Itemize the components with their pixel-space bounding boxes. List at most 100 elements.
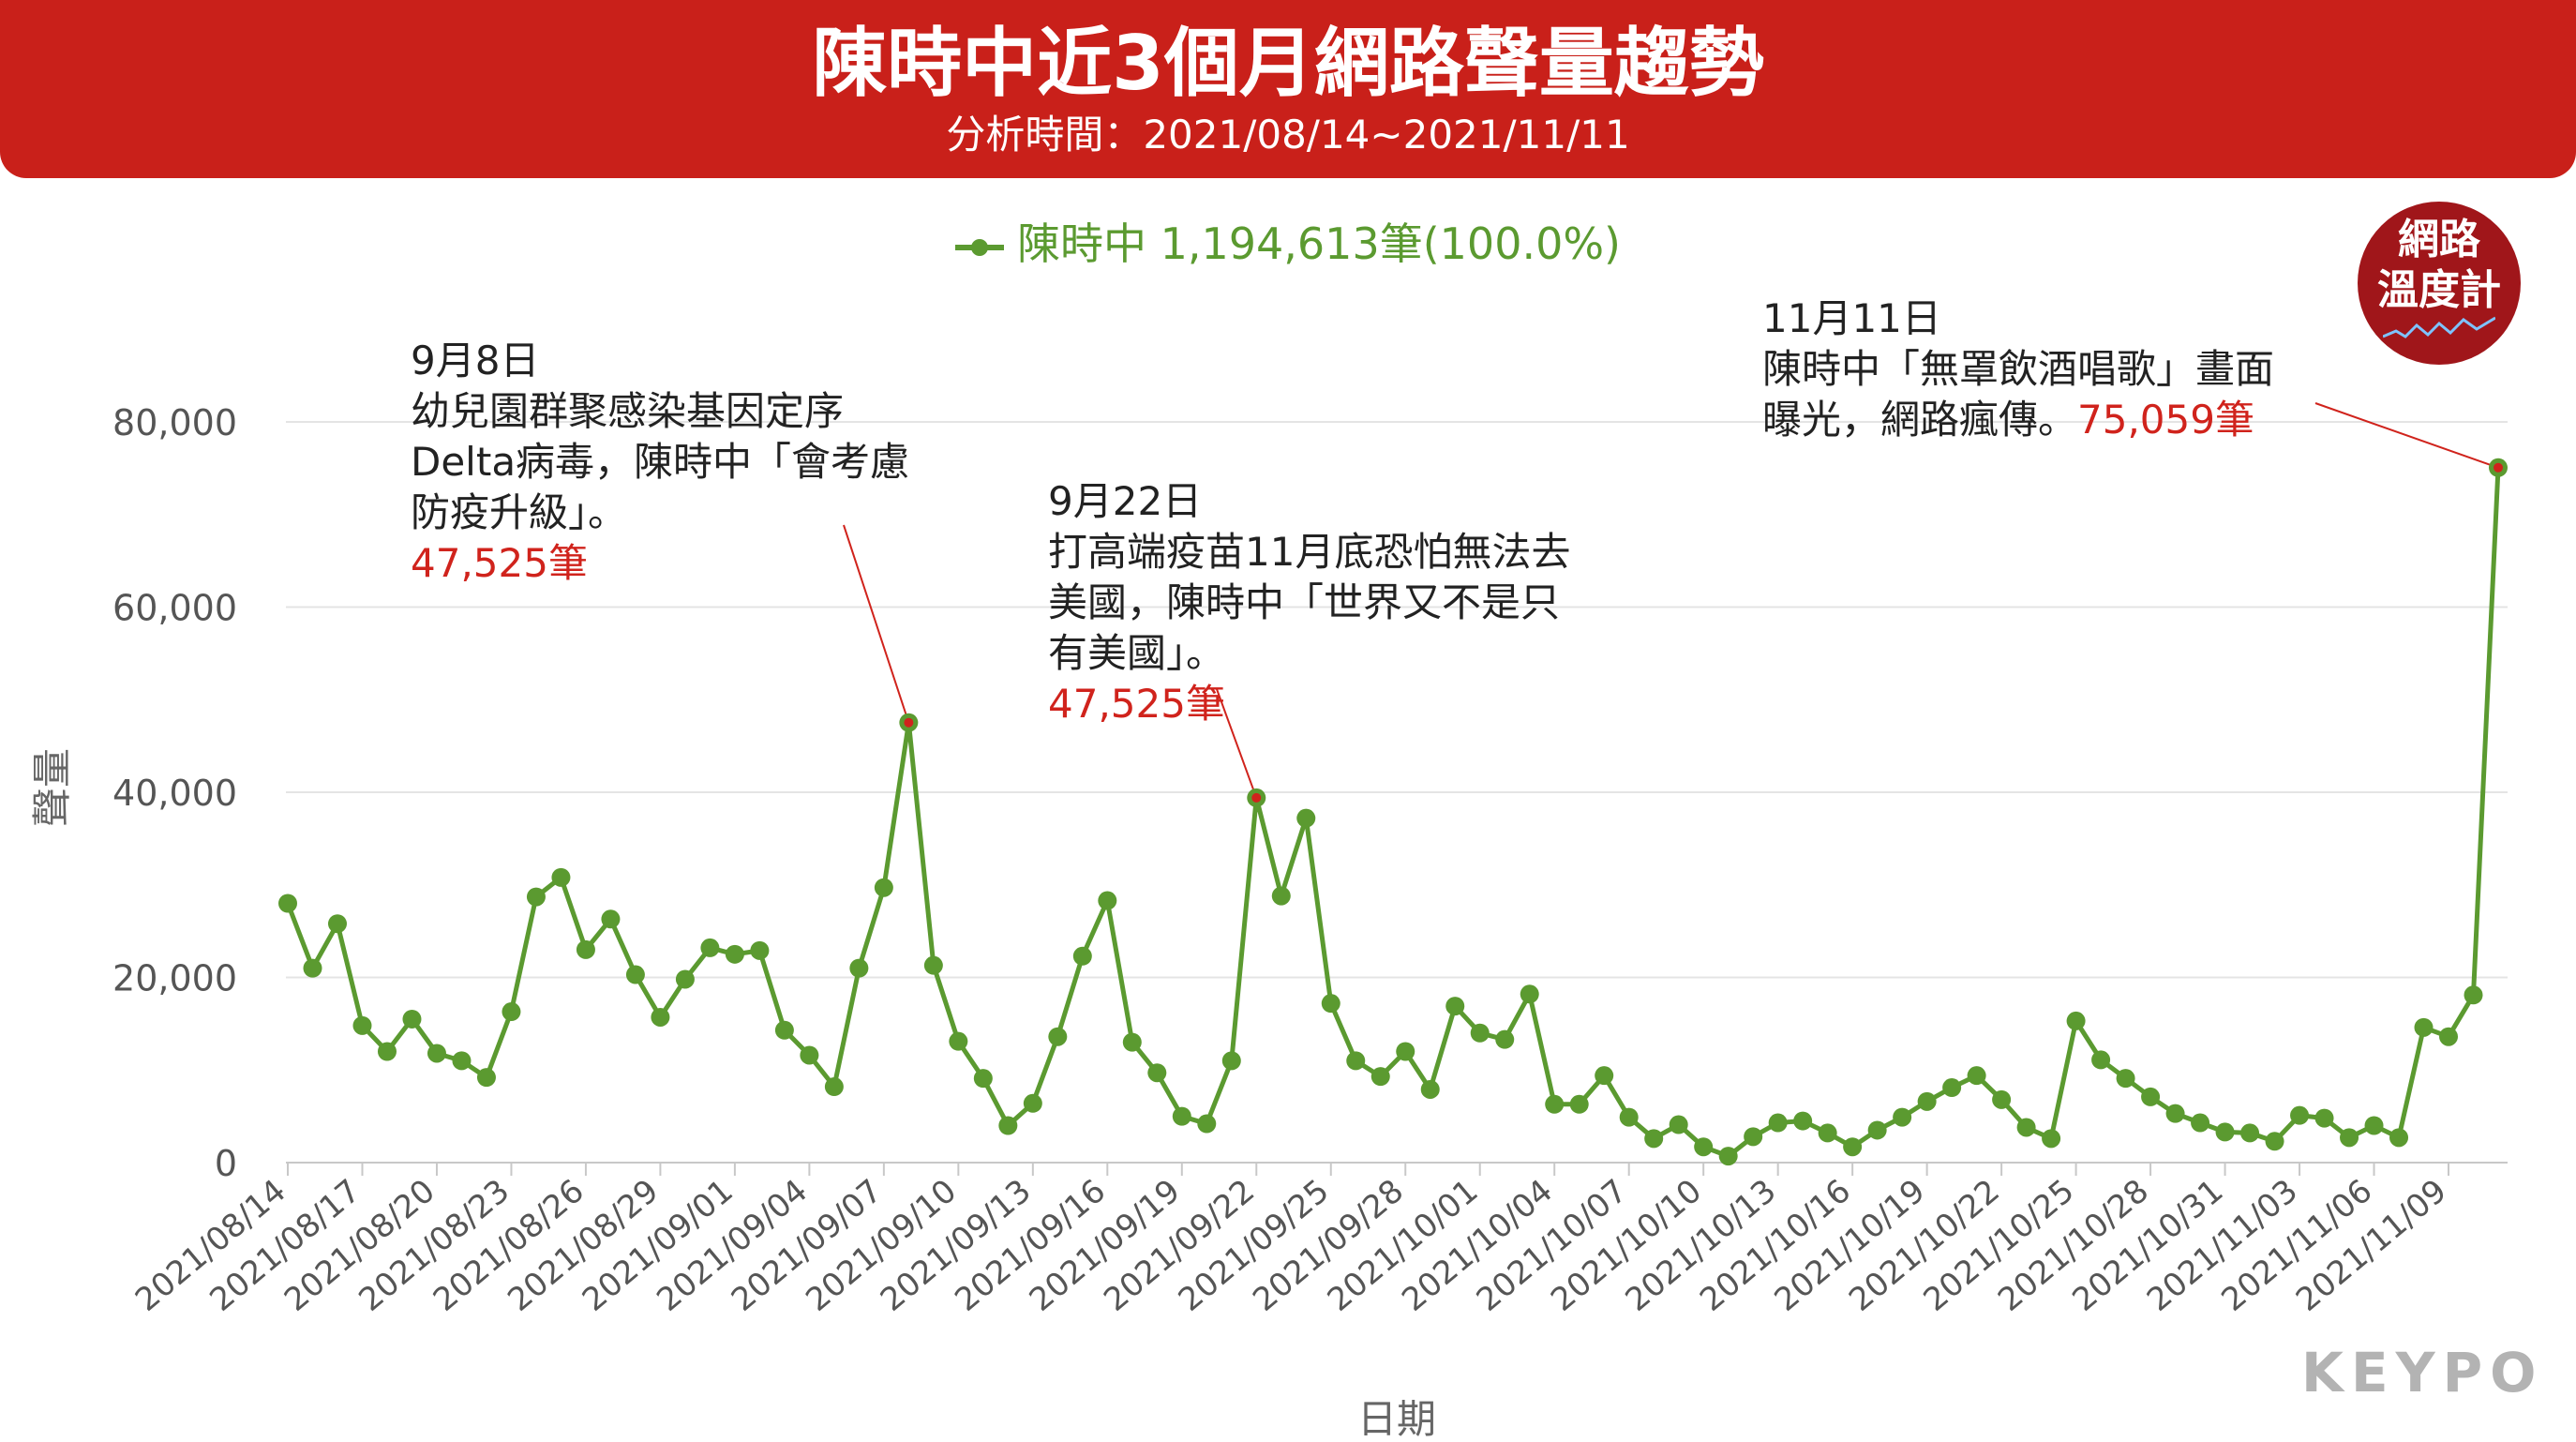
data-point bbox=[1420, 1079, 1440, 1099]
analysis-period: 分析時間：2021/08/14~2021/11/11 bbox=[946, 112, 1630, 158]
data-point bbox=[601, 909, 621, 929]
data-point bbox=[2290, 1105, 2310, 1125]
data-point bbox=[750, 940, 770, 960]
data-point bbox=[2042, 1129, 2061, 1149]
data-point bbox=[1321, 994, 1340, 1014]
data-point bbox=[2141, 1087, 2161, 1106]
data-point bbox=[1694, 1137, 1714, 1157]
data-point bbox=[1271, 886, 1291, 906]
data-point bbox=[2215, 1122, 2235, 1142]
data-point bbox=[1445, 997, 1465, 1016]
annotation-line: 幼兒園群聚感染基因定序 bbox=[411, 388, 845, 434]
data-point bbox=[1595, 1066, 1614, 1086]
data-point bbox=[1768, 1113, 1788, 1133]
data-point bbox=[352, 1015, 372, 1035]
data-point bbox=[2240, 1123, 2260, 1143]
annotation-sep-22: 9月22日 打高端疫苗11月底恐怕無法去 美國，陳時中「世界又不是只 有美國」。… bbox=[1048, 476, 1570, 729]
data-point bbox=[1942, 1078, 1962, 1098]
data-point bbox=[402, 1009, 422, 1029]
annotation-line: 美國，陳時中「世界又不是只 bbox=[1048, 579, 1561, 625]
data-point bbox=[1172, 1106, 1191, 1126]
data-point bbox=[2439, 1027, 2459, 1046]
data-point bbox=[800, 1045, 819, 1065]
data-point bbox=[973, 1069, 993, 1089]
data-point bbox=[1669, 1115, 1688, 1134]
data-point bbox=[1619, 1107, 1639, 1127]
data-point bbox=[2116, 1069, 2135, 1089]
data-point-highlight bbox=[2494, 462, 2503, 473]
data-point bbox=[1793, 1111, 1813, 1131]
y-tick-label: 80,000 bbox=[112, 402, 237, 443]
data-point bbox=[1843, 1137, 1863, 1157]
data-point-highlight bbox=[904, 717, 914, 728]
data-point bbox=[1098, 891, 1117, 910]
pulse-icon bbox=[2382, 316, 2496, 338]
data-point bbox=[1718, 1147, 1738, 1166]
data-point-highlight bbox=[1251, 792, 1262, 803]
data-point bbox=[2389, 1128, 2409, 1148]
annotation-count: 47,525筆 bbox=[1048, 681, 1225, 727]
data-point bbox=[1197, 1114, 1217, 1134]
annotation-count: 47,525筆 bbox=[411, 540, 588, 586]
data-point bbox=[2016, 1118, 2036, 1137]
data-point bbox=[1967, 1066, 1986, 1086]
data-point bbox=[874, 878, 893, 897]
data-point bbox=[1867, 1120, 1887, 1140]
badge-line: 溫度計 bbox=[2377, 266, 2501, 314]
data-point bbox=[327, 914, 347, 934]
data-point bbox=[1520, 984, 1539, 1004]
badge-line: 網路 bbox=[2398, 216, 2480, 263]
data-point bbox=[303, 958, 322, 978]
y-tick-label: 0 bbox=[215, 1143, 237, 1184]
data-point bbox=[526, 887, 546, 907]
annotation-line: Delta病毒，陳時中「會考慮 bbox=[411, 439, 910, 485]
annotation-line: 有美國」。 bbox=[1048, 630, 1226, 676]
data-point bbox=[949, 1031, 968, 1051]
data-point bbox=[1893, 1107, 1912, 1127]
data-point bbox=[476, 1068, 496, 1088]
data-point bbox=[998, 1116, 1018, 1135]
y-tick-label: 40,000 bbox=[112, 773, 237, 814]
chart-legend[interactable]: 陳時中 1,194,613筆(100.0%) bbox=[0, 216, 2576, 272]
y-tick-label: 20,000 bbox=[112, 958, 237, 999]
data-point bbox=[849, 958, 869, 978]
data-point bbox=[2340, 1128, 2359, 1148]
data-point bbox=[1569, 1094, 1589, 1114]
data-point bbox=[2066, 1011, 2086, 1030]
data-point bbox=[1122, 1032, 1142, 1052]
data-point bbox=[1992, 1089, 2012, 1109]
data-point bbox=[1048, 1027, 1068, 1046]
data-point bbox=[2414, 1017, 2434, 1037]
data-point bbox=[2464, 985, 2483, 1005]
annotation-nov-11: 11月11日 陳時中「無罩飲酒唱歌」畫面 曝光，網路瘋傳。75,059筆 bbox=[1762, 293, 2274, 445]
keypo-logo: KEYPO bbox=[2301, 1341, 2544, 1404]
data-point bbox=[576, 939, 595, 959]
data-point bbox=[923, 955, 943, 975]
annotation-date: 9月8日 bbox=[411, 338, 540, 383]
annotation-line: 防疫升級」。 bbox=[411, 489, 628, 535]
annotation-line: 曝光，網路瘋傳。 bbox=[1762, 397, 2078, 443]
data-point bbox=[2165, 1104, 2185, 1123]
data-point bbox=[1370, 1067, 1390, 1087]
annotation-count: 75,059筆 bbox=[2077, 397, 2254, 443]
page-title: 陳時中近3個月網路聲量趨勢 bbox=[812, 20, 1764, 107]
annotation-sep-08: 9月8日 幼兒園群聚感染基因定序 Delta病毒，陳時中「會考慮 防疫升級」。 … bbox=[411, 336, 909, 589]
annotation-date: 9月22日 bbox=[1048, 478, 1203, 524]
data-point bbox=[1296, 808, 1316, 828]
data-point bbox=[502, 1002, 521, 1022]
data-point bbox=[675, 969, 695, 989]
annotation-line: 打高端疫苗11月底恐怕無法去 bbox=[1048, 529, 1571, 575]
annotation-leader-line bbox=[843, 524, 910, 724]
data-point bbox=[2191, 1113, 2210, 1133]
data-point bbox=[2265, 1132, 2284, 1151]
data-point bbox=[1818, 1123, 1837, 1143]
data-point bbox=[427, 1044, 446, 1063]
data-point bbox=[1072, 946, 1092, 966]
data-point bbox=[1495, 1029, 1515, 1049]
annotation-leader-line bbox=[1216, 688, 1258, 799]
data-point bbox=[452, 1051, 472, 1071]
data-point bbox=[2364, 1116, 2384, 1135]
data-point bbox=[1545, 1094, 1565, 1114]
data-point bbox=[1396, 1042, 1415, 1061]
legend-line-dot-icon bbox=[954, 238, 1004, 256]
